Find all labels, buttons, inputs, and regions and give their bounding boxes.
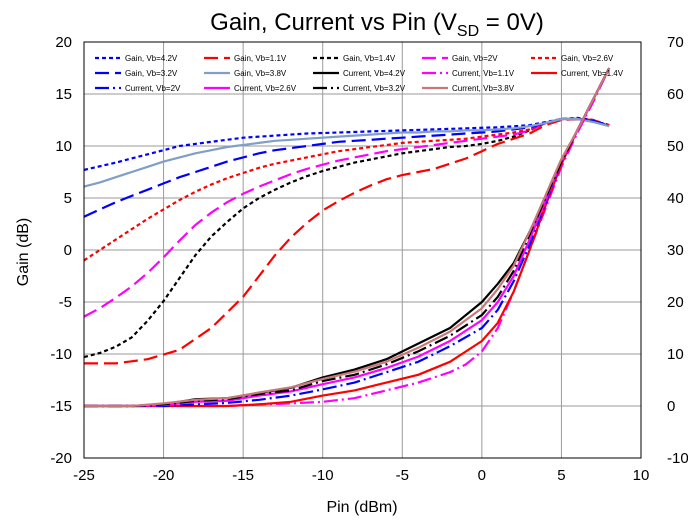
plot-frame bbox=[83, 41, 642, 459]
legend-label: Gain, Vb=1.1V bbox=[234, 54, 287, 63]
y-right-tick-label: 40 bbox=[667, 190, 684, 207]
chart-title: Gain, Current vs Pin (VSD = 0V) bbox=[210, 9, 544, 40]
y-right-tick-label: 0 bbox=[667, 398, 675, 415]
series-line bbox=[83, 117, 610, 318]
legend-label: Gain, Vb=2.6V bbox=[561, 54, 614, 63]
x-tick-label: 0 bbox=[478, 467, 486, 484]
x-tick-label: 10 bbox=[633, 467, 650, 484]
series-line bbox=[83, 117, 610, 262]
y-right-tick-label: 50 bbox=[667, 138, 684, 155]
y-left-tick-label: 0 bbox=[64, 242, 72, 259]
legend-label: Current, Vb=3.2V bbox=[343, 84, 406, 93]
axes-layer: -25 -20 -15 -10 -5 0 5 10-20-15-10-505101520-10… bbox=[50, 34, 688, 484]
legend-label: Gain, Vb=1.4V bbox=[343, 54, 396, 63]
chart-title-main: Gain, Current vs Pin (V bbox=[210, 9, 457, 36]
x-tick-label: -25 bbox=[73, 467, 95, 484]
series-line bbox=[84, 67, 611, 408]
legend-label: Gain, Vb=3.2V bbox=[125, 69, 178, 78]
y-right-tick-label: 20 bbox=[667, 294, 684, 311]
legend-label: Current, Vb=4.2V bbox=[343, 69, 406, 78]
y-left-tick-label: 10 bbox=[55, 138, 72, 155]
x-tick-label: -15 bbox=[232, 467, 254, 484]
legend-label: Current, Vb=2V bbox=[125, 84, 181, 93]
grid-layer bbox=[83, 41, 642, 459]
y-left-tick-label: -10 bbox=[50, 346, 72, 363]
series-line bbox=[84, 117, 610, 365]
y-left-tick-label: 5 bbox=[64, 190, 72, 207]
y-right-tick-label: 60 bbox=[667, 86, 684, 103]
x-tick-label: -10 bbox=[312, 467, 334, 484]
y-left-tick-label: -5 bbox=[59, 294, 72, 311]
legend-label: Current, Vb=1.1V bbox=[452, 69, 515, 78]
y-left-tick-label: 15 bbox=[55, 86, 72, 103]
chart-title-subscript: SD bbox=[457, 23, 479, 40]
y-right-tick-label: 70 bbox=[667, 34, 684, 51]
legend-label: Current, Vb=2.6V bbox=[234, 84, 297, 93]
y-right-tick-label: 10 bbox=[667, 346, 684, 363]
series-line bbox=[84, 67, 611, 408]
legend: Gain, Vb=4.2V Gain, Vb=1.1V Gain, Vb=1.4V G… bbox=[95, 54, 624, 93]
legend-label: Current, Vb=1.4V bbox=[561, 69, 624, 78]
y-right-tick-label: 30 bbox=[667, 242, 684, 259]
legend-label: Gain, Vb=4.2V bbox=[125, 54, 178, 63]
y-right-tick-label: -10 bbox=[667, 450, 688, 467]
y-left-tick-label: -20 bbox=[50, 450, 72, 467]
x-tick-label: -20 bbox=[153, 467, 175, 484]
chart-title-tail: = 0V) bbox=[479, 9, 544, 36]
legend-label: Gain, Vb=2V bbox=[452, 54, 498, 63]
y-axis-title: Gain (dB) bbox=[15, 218, 32, 286]
x-tick-label: 5 bbox=[557, 467, 565, 484]
x-tick-label: -5 bbox=[396, 467, 409, 484]
series-line bbox=[83, 117, 610, 188]
legend-label: Current, Vb=3.8V bbox=[452, 84, 515, 93]
series-layer bbox=[83, 67, 611, 408]
y-left-tick-label: -15 bbox=[50, 398, 72, 415]
x-axis-title: Pin (dBm) bbox=[326, 499, 397, 516]
y-left-tick-label: 20 bbox=[55, 34, 72, 51]
legend-label: Gain, Vb=3.8V bbox=[234, 69, 287, 78]
